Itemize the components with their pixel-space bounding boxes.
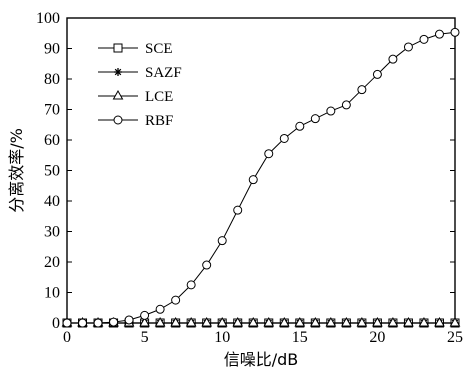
x-tick-label: 0 — [63, 329, 71, 346]
data-point-rbf — [434, 29, 444, 39]
data-point-rbf — [217, 236, 227, 246]
data-point-rbf — [295, 121, 305, 131]
legend-marker-lce — [112, 89, 124, 100]
data-point-rbf — [372, 69, 382, 79]
data-point-lce — [418, 316, 430, 327]
plot-frame — [66, 17, 456, 324]
x-axis-title: 信噪比/dB — [224, 350, 299, 369]
data-point-rbf — [310, 114, 320, 124]
y-tick-label: 80 — [44, 71, 60, 88]
data-point-rbf — [388, 54, 398, 64]
series-line-rbf — [67, 31, 456, 324]
data-point-lce — [201, 316, 213, 327]
data-point-lce — [356, 316, 368, 327]
y-axis-title: 分离效率/% — [7, 128, 26, 213]
data-point-rbf — [155, 304, 165, 314]
data-point-rbf — [403, 42, 413, 52]
y-tick-label: 20 — [44, 254, 60, 271]
data-point-rbf — [62, 318, 72, 328]
data-point-lce — [309, 316, 321, 327]
legend-label-sazf: SAZF — [145, 65, 182, 81]
y-tick-label: 50 — [44, 163, 60, 180]
data-point-rbf — [279, 133, 289, 143]
legend-label-lce: LCE — [145, 89, 173, 105]
data-point-lce — [372, 316, 383, 327]
data-point-lce — [434, 316, 445, 327]
y-tick-label: 100 — [36, 10, 60, 27]
data-point-lce — [387, 316, 399, 327]
y-tick-label: 60 — [44, 132, 60, 149]
data-point-rbf — [93, 318, 103, 328]
data-point-rbf — [326, 106, 336, 116]
data-point-lce — [232, 316, 244, 327]
data-point-rbf — [248, 175, 258, 185]
data-point-lce — [278, 316, 290, 327]
data-point-rbf — [171, 295, 181, 305]
y-tick-label: 90 — [44, 41, 60, 58]
data-point-lce — [449, 316, 461, 327]
data-point-lce — [154, 316, 166, 327]
x-tick-label: 25 — [447, 329, 463, 346]
data-point-lce — [185, 316, 197, 327]
data-point-rbf — [419, 34, 429, 44]
data-point-lce — [247, 316, 259, 327]
legend-label-rbf: RBF — [145, 113, 173, 129]
data-point-lce — [170, 316, 181, 327]
x-tick-label: 5 — [141, 329, 149, 346]
y-tick-label: 70 — [44, 102, 60, 119]
data-point-lce — [341, 316, 352, 327]
x-tick-label: 20 — [369, 329, 385, 346]
legend-marker-sce — [113, 43, 123, 53]
data-point-rbf — [109, 317, 119, 327]
data-point-rbf — [140, 310, 150, 320]
data-point-lce — [139, 316, 150, 327]
legend-marker-rbf — [113, 115, 123, 125]
data-point-rbf — [357, 85, 367, 95]
data-point-lce — [403, 316, 414, 327]
data-point-rbf — [186, 280, 196, 290]
data-point-lce — [325, 316, 337, 327]
y-tick-label: 30 — [44, 224, 60, 241]
data-point-rbf — [202, 260, 212, 270]
y-tick-label: 40 — [44, 193, 60, 210]
data-point-rbf — [78, 318, 88, 328]
y-tick-label: 10 — [44, 285, 60, 302]
data-point-rbf — [450, 27, 460, 37]
data-point-rbf — [264, 149, 274, 159]
data-point-lce — [294, 316, 306, 327]
y-tick-label: 0 — [52, 315, 60, 332]
data-point-rbf — [124, 315, 134, 325]
data-point-lce — [216, 316, 228, 327]
data-point-rbf — [341, 100, 351, 110]
data-point-lce — [263, 316, 275, 327]
data-point-rbf — [233, 205, 243, 215]
x-tick-label: 10 — [214, 329, 230, 346]
legend-marker-sazf — [114, 68, 122, 76]
x-tick-label: 15 — [292, 329, 308, 346]
legend-label-sce: SCE — [145, 41, 173, 57]
